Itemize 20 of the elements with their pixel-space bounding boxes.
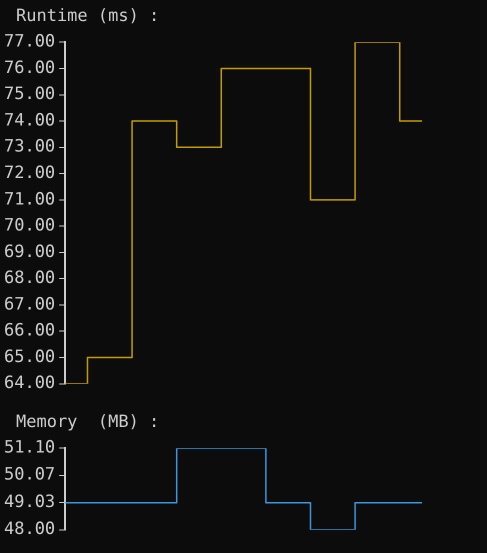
y-tick-label: 65.00	[4, 346, 56, 367]
y-tick-label: 76.00	[4, 58, 56, 78]
y-tick-label: 50.07	[4, 464, 56, 485]
y-tick-label: 71.00	[4, 189, 56, 210]
y-tick-label: 51.10	[4, 438, 56, 458]
y-tick-label: 69.00	[4, 242, 56, 262]
y-tick-label: 68.00	[4, 268, 56, 288]
y-tick-label: 48.00	[4, 519, 56, 540]
y-tick-label: 73.00	[4, 136, 56, 157]
chart-title: Memory (MB) :	[15, 412, 160, 434]
y-tick-label: 72.00	[4, 163, 56, 184]
y-tick-label: 74.00	[4, 110, 56, 130]
y-tick-label: 77.00	[4, 32, 56, 52]
y-tick-label: 64.00	[4, 373, 56, 394]
y-tick-label: 49.03	[4, 492, 56, 512]
y-tick-label: 67.00	[4, 294, 56, 314]
y-tick-label: 66.00	[4, 320, 56, 341]
chart-title: Runtime (ms) :	[15, 6, 160, 28]
y-tick-label: 70.00	[4, 216, 56, 236]
y-tick-label: 75.00	[4, 84, 56, 104]
